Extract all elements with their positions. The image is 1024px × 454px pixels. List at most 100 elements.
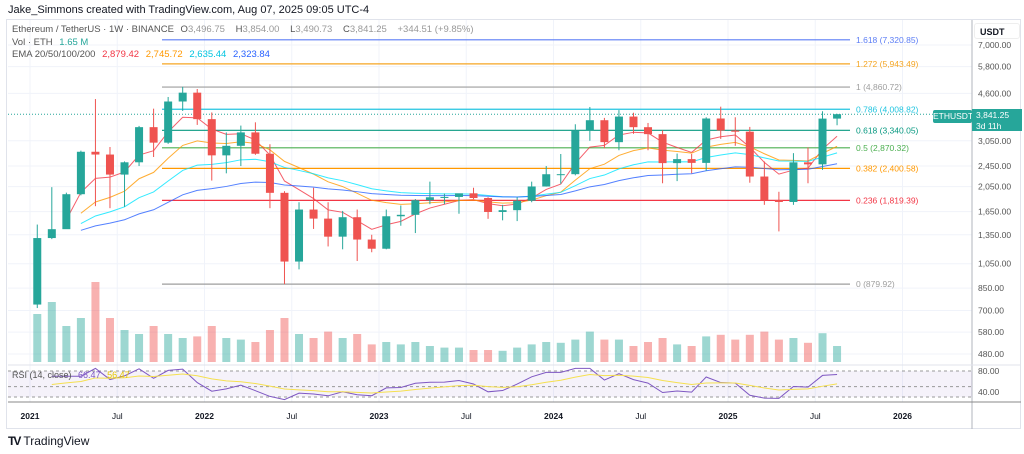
fib-level-label: 1.272 (5,943.49): [856, 59, 919, 69]
volume-bar: [498, 350, 507, 362]
volume-bar: [527, 344, 536, 362]
price-tick-label: 7,000.00: [978, 40, 1011, 50]
volume-bar: [33, 314, 42, 362]
fib-level-label: 0.618 (3,340.05): [856, 125, 919, 135]
volume-bar: [716, 334, 725, 362]
volume-bar: [411, 342, 420, 362]
candle-body: [760, 176, 769, 201]
price-tick-label: 1,050.00: [978, 259, 1011, 269]
candle-body: [818, 118, 827, 165]
candle-body: [702, 118, 711, 163]
volume-bar: [324, 331, 333, 362]
volume-bar: [745, 334, 754, 362]
price-tick-label: 2,050.00: [978, 182, 1011, 192]
time-tick-label: Jul: [635, 411, 646, 421]
candle-body: [193, 92, 202, 120]
volume-bar: [629, 346, 638, 362]
volume-bar: [164, 334, 173, 362]
volume-bar: [236, 339, 245, 362]
price-tick-label: 3,050.00: [978, 136, 1011, 146]
ema-label[interactable]: EMA 20/50/100/200: [12, 49, 96, 60]
volume-bar: [658, 338, 667, 362]
volume-bar: [135, 334, 144, 362]
volume-bar: [731, 339, 740, 362]
volume-bar: [760, 331, 769, 362]
candle-body: [76, 151, 85, 195]
price-tick-label: 1,350.00: [978, 230, 1011, 240]
low-value: 3,490.73: [295, 24, 333, 35]
volume-bar: [222, 338, 231, 362]
volume-bar: [193, 336, 202, 362]
volume-legend: Vol · ETH 1.65 M: [12, 37, 92, 48]
ema200-value: 2,323.84: [232, 49, 270, 60]
time-tick-label: 2026: [893, 411, 912, 421]
volume-bar: [265, 330, 274, 362]
ema-line: [65, 116, 838, 230]
low-label: L: [290, 24, 296, 35]
rsi-label[interactable]: RSI (14, close): [12, 370, 72, 380]
rsi-tick-label: 40.00: [978, 387, 1000, 397]
volume-bar: [469, 350, 478, 362]
candle-body: [33, 238, 42, 305]
volume-bar: [644, 342, 653, 362]
candle-body: [411, 200, 420, 215]
fib-level-label: 0 (879.92): [856, 279, 895, 289]
price-tick-label: 480.00: [978, 349, 1004, 359]
rsi-ma-value: 56.47: [107, 370, 130, 380]
price-tick-label: 700.00: [978, 305, 1004, 315]
tradingview-logo[interactable]: TV TradingView: [8, 434, 89, 448]
volume-bar: [542, 342, 551, 362]
volume-bar: [774, 339, 783, 362]
symbol-title[interactable]: Ethereum / TetherUS · 1W · BINANCE: [12, 24, 174, 35]
candle-body: [556, 174, 565, 176]
candle-body: [207, 119, 216, 156]
volume-bar: [833, 346, 842, 362]
close-value: 3,841.25: [349, 24, 387, 35]
candle-body: [600, 120, 609, 143]
volume-label[interactable]: Vol · ETH: [12, 37, 53, 48]
candle-body: [658, 134, 667, 164]
high-value: 3,854.00: [242, 24, 280, 35]
price-tick-label: 850.00: [978, 283, 1004, 293]
candle-body: [47, 229, 56, 239]
volume-bar: [382, 342, 391, 362]
chart-frame: [6, 19, 1021, 429]
candle-body: [251, 132, 260, 154]
candle-body: [135, 127, 144, 163]
tradingview-logo-icon: TV: [8, 434, 21, 448]
time-tick-label: Jul: [461, 411, 472, 421]
volume-bar: [120, 330, 129, 362]
volume-bar: [687, 346, 696, 362]
change-value: +344.51 (+9.85%): [397, 24, 474, 35]
time-tick-label: Jul: [810, 411, 821, 421]
volume-bar: [207, 326, 216, 362]
volume-bar: [425, 346, 434, 362]
currency-label[interactable]: USDT: [974, 23, 1020, 39]
candle-body: [454, 193, 463, 197]
ema100-value: 2,635.44: [189, 49, 227, 60]
volume-bar: [396, 344, 405, 362]
price-tick-label: 4,600.00: [978, 88, 1011, 98]
brand-name: TradingView: [23, 434, 90, 448]
volume-bar: [47, 302, 56, 362]
candle-body: [513, 200, 522, 211]
volume-bar: [803, 342, 812, 362]
volume-bar: [571, 339, 580, 362]
candle-body: [833, 114, 842, 119]
candle-body: [280, 192, 289, 262]
candle-body: [440, 196, 449, 198]
time-tick-label: 2023: [370, 411, 389, 421]
volume-bar: [309, 338, 318, 362]
candle-body: [484, 197, 493, 212]
fib-level-label: 0.236 (1,819.39): [856, 195, 919, 205]
candle-body: [295, 209, 304, 262]
fib-level-label: 0.5 (2,870.32): [856, 143, 909, 153]
volume-bar: [440, 347, 449, 362]
candle-body: [353, 217, 362, 240]
symbol-legend: Ethereum / TetherUS · 1W · BINANCE O 3,49…: [12, 24, 478, 35]
time-tick-label: 2021: [21, 411, 40, 421]
open-label: O: [180, 24, 188, 35]
candle-body: [498, 210, 507, 212]
ema-legend: EMA 20/50/100/200 2,879.42 2,745.72 2,63…: [12, 49, 274, 60]
